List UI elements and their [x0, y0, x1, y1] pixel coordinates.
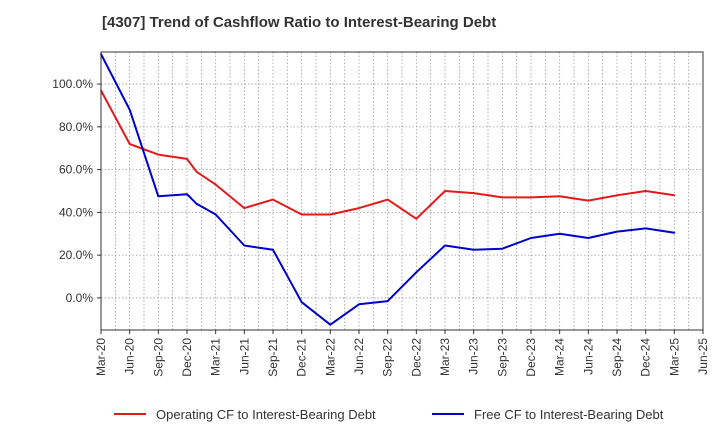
- data-point: [186, 158, 188, 160]
- y-tick-label: 100.0%: [52, 77, 93, 91]
- data-point: [186, 193, 188, 196]
- data-point: [358, 303, 360, 306]
- x-tick-label: Jun-22: [352, 338, 366, 375]
- y-tick-label: 20.0%: [59, 248, 93, 262]
- series-line-1: [100, 90, 675, 220]
- data-point: [358, 207, 360, 210]
- x-tick-label: Mar-20: [94, 338, 108, 376]
- x-tick-label: Jun-25: [696, 338, 710, 375]
- data-point: [386, 198, 389, 201]
- data-point: [195, 170, 198, 173]
- data-point: [472, 192, 475, 195]
- data-point: [415, 271, 418, 274]
- data-point: [501, 247, 504, 250]
- data-point: [243, 207, 246, 210]
- data-point: [272, 248, 274, 251]
- chart-title: [4307] Trend of Cashflow Ratio to Intere…: [102, 14, 497, 31]
- series-line-2: [100, 53, 675, 326]
- plot-frame: [100, 51, 704, 331]
- grid-layer: [100, 52, 704, 330]
- data-point: [300, 213, 303, 216]
- data-point: [128, 108, 131, 111]
- data-point: [272, 198, 274, 201]
- x-tick-label: Mar-21: [209, 338, 223, 376]
- data-point: [386, 300, 389, 303]
- data-point: [530, 196, 532, 199]
- x-tick-label: Mar-23: [438, 338, 452, 376]
- x-tick-label: Mar-22: [323, 338, 337, 376]
- x-tick-label: Mar-25: [667, 338, 681, 376]
- x-tick-label: Dec-23: [524, 338, 538, 377]
- data-point: [644, 190, 647, 192]
- data-point: [214, 213, 217, 216]
- data-point: [444, 190, 446, 192]
- data-point: [616, 230, 618, 233]
- x-tick-label: Sep-23: [495, 338, 509, 377]
- data-point: [128, 143, 131, 145]
- x-tick-label: Sep-21: [266, 338, 280, 377]
- x-tick-label: Sep-20: [151, 338, 165, 377]
- data-point: [415, 217, 418, 220]
- x-tick-label: Sep-24: [610, 338, 624, 377]
- data-point: [195, 202, 198, 205]
- data-point: [329, 323, 332, 326]
- x-tick-label: Sep-22: [381, 338, 395, 377]
- y-tick-label: 0.0%: [66, 291, 94, 305]
- data-point: [157, 153, 160, 156]
- x-tick-label: Jun-21: [237, 338, 251, 375]
- x-tick-label: Mar-24: [553, 338, 567, 376]
- data-point: [501, 196, 504, 199]
- data-point: [472, 248, 475, 251]
- data-point: [673, 231, 676, 234]
- y-tick-label: 80.0%: [59, 120, 93, 134]
- data-point: [300, 301, 303, 304]
- data-point: [673, 194, 676, 197]
- data-point: [644, 227, 647, 230]
- y-tick-label: 60.0%: [59, 163, 93, 177]
- data-point: [558, 195, 561, 198]
- data-point: [587, 199, 590, 202]
- data-point: [558, 232, 561, 235]
- data-point: [243, 244, 246, 247]
- x-tick-label: Jun-24: [581, 338, 595, 375]
- x-tick-label: Jun-20: [123, 338, 137, 375]
- y-tick-label: 40.0%: [59, 205, 93, 219]
- data-point: [616, 194, 618, 197]
- x-tick-label: Dec-21: [295, 338, 309, 377]
- x-tick-label: Dec-24: [639, 338, 653, 377]
- data-point: [444, 244, 446, 247]
- axis-layer: 0.0% 20.0% 40.0% 60.0% 80.0% 100.0% Mar-20 Jun-…: [52, 51, 710, 377]
- data-point: [329, 213, 332, 216]
- data-point: [214, 183, 217, 186]
- x-tick-label: Dec-20: [180, 338, 194, 377]
- legend: Operating CF to Interest-Bearing Debt Fre…: [114, 407, 664, 422]
- data-point: [587, 237, 590, 239]
- data-point: [157, 195, 160, 198]
- legend-label-1: Operating CF to Interest-Bearing Debt: [156, 407, 376, 422]
- x-tick-label: Jun-23: [467, 338, 481, 375]
- x-tick-label: Dec-22: [409, 338, 423, 377]
- data-point: [530, 237, 532, 239]
- legend-label-2: Free CF to Interest-Bearing Debt: [474, 407, 664, 422]
